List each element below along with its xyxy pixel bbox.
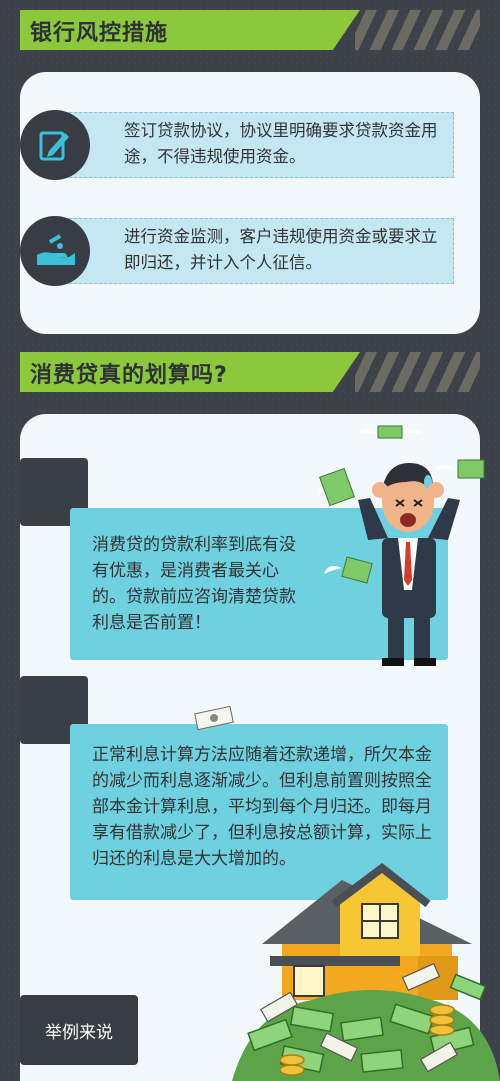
document-pen-icon	[20, 110, 90, 180]
header-bar	[20, 352, 360, 392]
header-stripes	[355, 10, 480, 50]
header-bar	[20, 10, 360, 50]
section-title: 消费贷真的划算吗?	[30, 363, 228, 388]
rule-text: 进行资金监测，客户违规使用资金或要求立即归还，并计入个人征信。	[124, 227, 438, 272]
flying-money-icon	[194, 705, 234, 731]
bubble-text: 消费贷的贷款利率到底有没有优惠，是消费者最关心的。贷款前应咨询清楚贷款利息是否前…	[92, 535, 296, 633]
rule-item-agreement: 签订贷款协议，协议里明确要求贷款资金用途，不得违规使用资金。	[20, 110, 460, 180]
rule-box	[64, 218, 454, 284]
section-header-risk-control: 银行风控措施	[20, 10, 480, 50]
section-title: 银行风控措施	[30, 21, 169, 46]
section-header-consumer-loan: 消费贷真的划算吗?	[20, 352, 480, 392]
hand-money-icon	[20, 216, 90, 286]
risk-control-card: 签订贷款协议，协议里明确要求贷款资金用途，不得违规使用资金。 进行资金监测，客户…	[20, 72, 480, 334]
example-button[interactable]: 举例来说	[20, 995, 138, 1065]
worried-man-illustration	[319, 425, 485, 666]
house-money-illustration	[232, 862, 500, 1081]
rule-box	[64, 112, 454, 178]
header-stripes	[355, 352, 480, 392]
flying-money-icon	[319, 425, 485, 584]
bubble-text: 正常利息计算方法应随着还款递增，所欠本金的减少而利息逐渐减少。但利息前置则按照全…	[92, 745, 432, 869]
example-button-label: 举例来说	[45, 1022, 113, 1043]
rule-item-monitoring: 进行资金监测，客户违规使用资金或要求立即归还，并计入个人征信。	[20, 216, 460, 286]
rule-text: 签订贷款协议，协议里明确要求贷款资金用途，不得违规使用资金。	[124, 121, 438, 166]
